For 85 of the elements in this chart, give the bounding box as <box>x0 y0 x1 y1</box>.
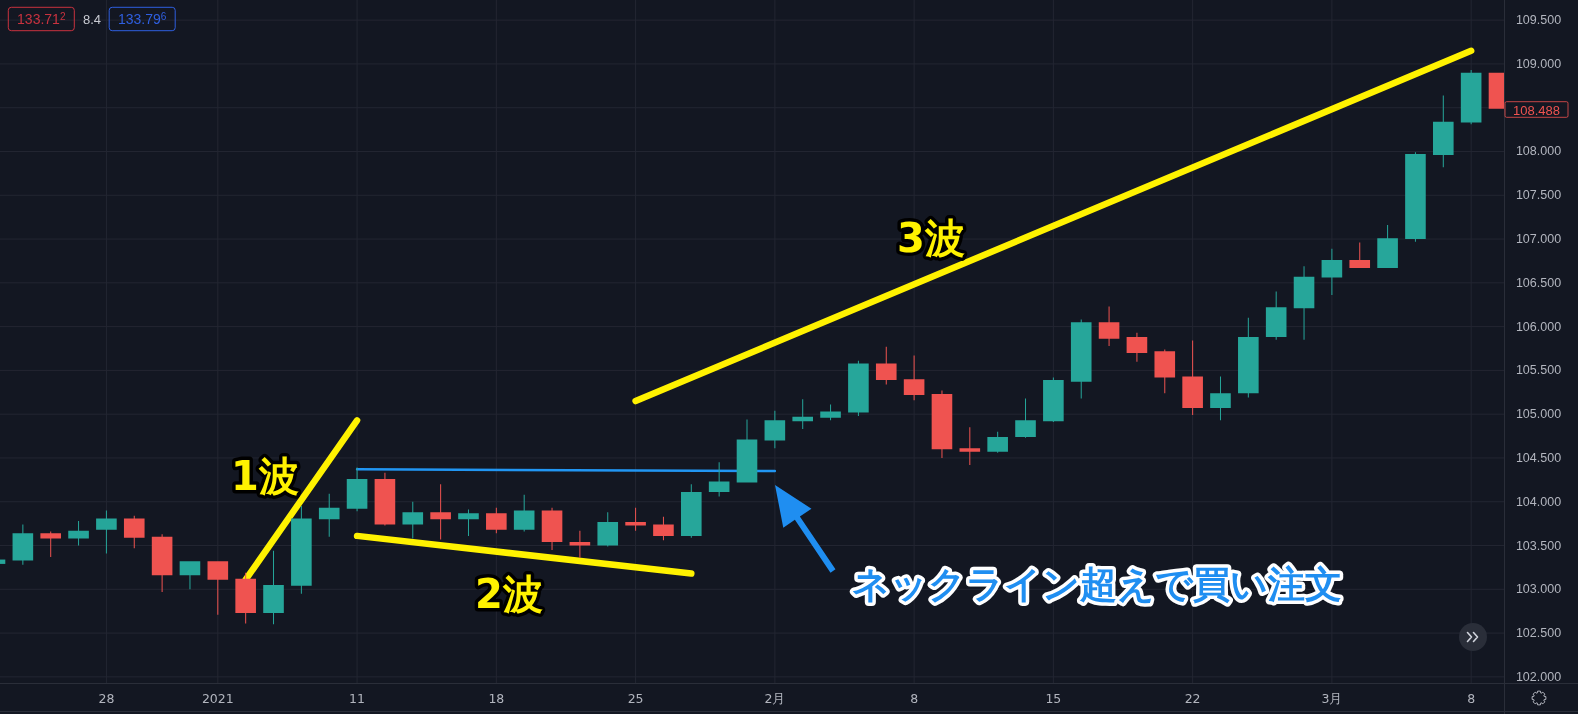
candlestick <box>1349 242 1371 268</box>
candlestick <box>179 561 201 590</box>
y-tick-label: 103.500 <box>1515 538 1562 553</box>
annotation: ネックライン超えで買い注文 <box>852 562 1342 606</box>
x-tick-label: 3月 <box>1321 690 1343 705</box>
annotation: 2波 <box>475 571 543 617</box>
candlestick <box>931 390 953 458</box>
annotation: 3波 <box>897 215 965 261</box>
x-tick-label: 25 <box>627 690 644 705</box>
candlestick <box>597 512 619 547</box>
y-tick-label: 108.000 <box>1515 144 1562 159</box>
y-tick-label: 104.000 <box>1515 494 1562 509</box>
x-tick-label: 28 <box>98 690 115 705</box>
y-tick-label: 102.000 <box>1515 669 1562 684</box>
candlestick <box>291 506 312 594</box>
candlestick <box>848 360 869 416</box>
candlestick <box>68 521 89 546</box>
candlestick <box>458 509 479 536</box>
x-tick-label: 8 <box>910 690 919 705</box>
candlestick <box>235 572 256 624</box>
candlestick <box>1265 291 1287 340</box>
y-tick-label: 107.000 <box>1515 232 1562 247</box>
annotation: 1波 <box>231 453 299 499</box>
y-tick-label: 109.000 <box>1515 56 1562 71</box>
candlestick <box>263 550 284 625</box>
candlestick <box>1070 319 1092 399</box>
candlestick <box>764 410 786 449</box>
candlestick <box>1405 152 1426 242</box>
candlestick <box>151 534 173 592</box>
candlestick <box>207 561 229 615</box>
candlestick <box>1043 377 1064 423</box>
candlestick <box>374 472 396 526</box>
candlestick <box>1126 332 1148 362</box>
text: 108.488 <box>1513 102 1560 117</box>
candlestick <box>1321 248 1343 296</box>
candlestick <box>875 346 897 385</box>
candlestick <box>1293 266 1315 340</box>
x-tick-label: 18 <box>488 690 505 705</box>
x-tick-label: 15 <box>1045 690 1062 705</box>
x-tick-label: 8 <box>1467 690 1476 705</box>
candlestick <box>1460 70 1482 125</box>
x-tick-label: 2021 <box>201 690 234 705</box>
y-tick-label: 106.500 <box>1515 275 1562 290</box>
candlestick <box>1238 317 1259 398</box>
candlestick <box>1182 340 1203 416</box>
candlestick <box>430 484 451 540</box>
x-tick-label: 22 <box>1184 690 1201 705</box>
candlestick <box>569 530 591 558</box>
y-tick-label: 105.000 <box>1515 407 1562 422</box>
y-tick-label: 104.500 <box>1515 450 1562 465</box>
candlestick <box>123 515 145 549</box>
x-tick-label: 11 <box>349 690 366 705</box>
candlestick <box>402 501 424 539</box>
candlestick <box>959 427 981 465</box>
candlestick <box>1098 306 1120 346</box>
candlestick <box>541 507 563 550</box>
candlestick <box>903 355 925 401</box>
candlestick <box>96 510 117 554</box>
candlestick <box>1015 398 1036 438</box>
y-tick-label: 109.500 <box>1515 13 1562 28</box>
candlestick <box>792 399 814 430</box>
candlestick <box>1210 376 1231 421</box>
candlestick <box>820 404 841 421</box>
candlestick <box>653 516 674 541</box>
candlestick <box>736 419 758 483</box>
y-tick-label: 103.000 <box>1515 582 1562 597</box>
y-tick-label: 102.500 <box>1515 626 1562 641</box>
y-tick-label: 106.000 <box>1515 319 1562 334</box>
candlestick <box>987 431 1008 453</box>
candlestick <box>12 524 34 565</box>
candlestick <box>513 494 535 532</box>
candlestick <box>486 507 507 534</box>
annotation: 133.79$^{6}$ <box>117 10 167 27</box>
x-tick-label: 2月 <box>764 690 786 705</box>
y-tick-label: 105.500 <box>1515 363 1562 378</box>
candlestick <box>1377 225 1398 268</box>
y-tick-label: 107.500 <box>1515 188 1562 203</box>
candlestick <box>40 531 62 557</box>
annotation: 133.71$^{2}$ <box>17 10 66 27</box>
candlestick <box>1154 349 1176 394</box>
candlestick <box>318 493 340 537</box>
candlestick <box>346 467 368 512</box>
candlestick <box>1432 95 1454 168</box>
annotation: 8.4 <box>82 11 102 27</box>
candlestick <box>680 484 702 538</box>
